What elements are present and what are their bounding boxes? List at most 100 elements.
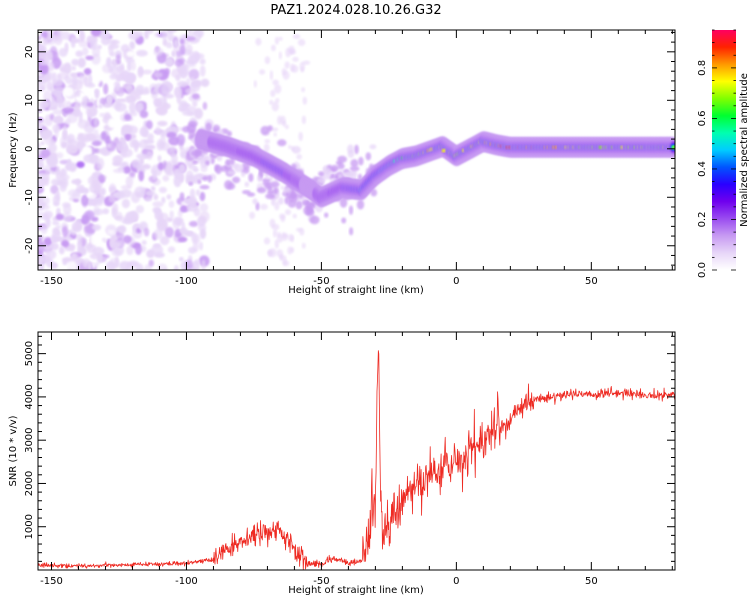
spectrogram-blob [90,30,102,37]
spectrogram-blob [81,214,90,225]
colorbar-tick-label: 0.6 [697,110,708,126]
spectrogram-blob [173,86,183,98]
spectrogram-blob [75,218,83,230]
spectrogram-blob [54,36,63,46]
spectrogram-blob [300,67,305,73]
spectrogram-blob [212,124,221,132]
spectrogram-blob [76,161,85,169]
spectrogram-blob [197,224,207,231]
spectrogram-blob [180,38,185,45]
spectrogram-blob [143,227,150,237]
snr-x-label: Height of straight line (km) [288,585,424,596]
spectrogram-blob [255,37,262,46]
spectrogram-blob [151,169,158,175]
spectrogram-blob [185,44,193,55]
spectrogram-blob [39,63,49,75]
spectrogram-blob [70,253,79,263]
spectrogram-blob [158,186,167,194]
spectrogram-blob [41,131,48,140]
spectrogram-blob [280,215,286,223]
spectrogram-blob [290,235,294,243]
spectrogram-blob [185,36,196,41]
spectrogram-blob [198,241,204,251]
spectrogram-blob [205,122,213,133]
spectrogram-blob [165,163,175,174]
spectrogram-blob [318,171,324,177]
spectrogram-blob [295,200,303,210]
spectrogram-blob [317,177,326,184]
spectrogram-blob [282,255,287,266]
spectrogram-blob [38,35,42,41]
spectrogram-blob [199,58,206,65]
spectrogram-blob [178,107,190,112]
spectrogram-blob [99,112,106,118]
spectrogram-blob [51,262,58,269]
spectrogram-blob [215,164,222,175]
spectrogram-blob [96,187,104,197]
spectrogram-blob [122,235,132,244]
spectrogram-blob [348,205,354,215]
spectrogram-blob [77,119,89,129]
spectrogram-blob [153,243,161,248]
spectrogram-blob [126,245,134,256]
spectrogram-blob [216,156,223,162]
spectrogram-blob [111,92,117,100]
spectrogram-blob [162,38,168,47]
spectrogram-blob [194,108,203,120]
spectrogram-blob [272,79,279,86]
y-tick-label: 1000 [24,514,35,539]
spectrogram-blob [40,224,48,235]
spectrogram-blob [101,237,106,242]
spectrogram-blob [93,205,100,217]
spectrogram-blob [264,139,271,144]
spectrogram-blob [179,227,189,234]
spectrogram-blob [49,113,55,121]
spectrogram-blob [441,149,447,153]
spectrogram-blob [172,216,182,226]
spectrogram-blob [290,49,297,55]
spectrogram-blob [153,194,159,201]
spectrogram-blob [131,159,142,169]
spectrogram-blob [124,113,132,121]
spectrogram-blob [129,171,136,177]
spectrogram-blob [61,212,73,222]
spectrogram-blob [292,34,301,40]
spectrogram-blob [161,83,172,96]
spectrogram-blob [275,98,280,103]
spectrogram-blob [291,146,301,154]
spectrogram-blob [62,87,74,97]
spectrogram-blob [253,80,257,88]
y-tick-label: 3000 [24,427,35,452]
spectrogram-blob [73,103,80,115]
spectrogram-blob [287,246,293,255]
spectrogram-blob [145,190,156,197]
spectrogram-blob [79,30,86,43]
spectrogram-blob [138,66,143,76]
spectrogram-blob [62,225,68,238]
spectrogram-blob [118,98,127,103]
spectrogram-blob [356,199,365,210]
spectrogram-blob [76,233,83,241]
spectrogram-blob [292,89,298,99]
x-tick-label: 50 [585,576,598,587]
spectrogram-blob [306,203,312,214]
spectrogram-blob [153,72,163,78]
x-tick-label: -100 [175,576,198,587]
spectrogram-blob [134,142,139,153]
spectrogram-blob [75,178,81,187]
spectrogram-blob [272,127,279,132]
spectrogram-blob [267,125,273,132]
spectrogram-blob [232,176,241,184]
spectrogram-blob [272,229,278,238]
colorbar-tick-label: 0.8 [697,60,708,76]
spectrogram-blob [38,180,44,191]
spectrogram-blob [157,120,168,127]
spectrogram-blob [139,126,149,137]
spectrogram-blob [129,90,139,101]
snr-series-line [38,350,675,570]
spectrogram-blob [47,249,57,260]
spectrogram-blob [48,155,58,168]
spectrogram-blob [153,97,164,106]
spectrogram-blob [270,44,276,52]
